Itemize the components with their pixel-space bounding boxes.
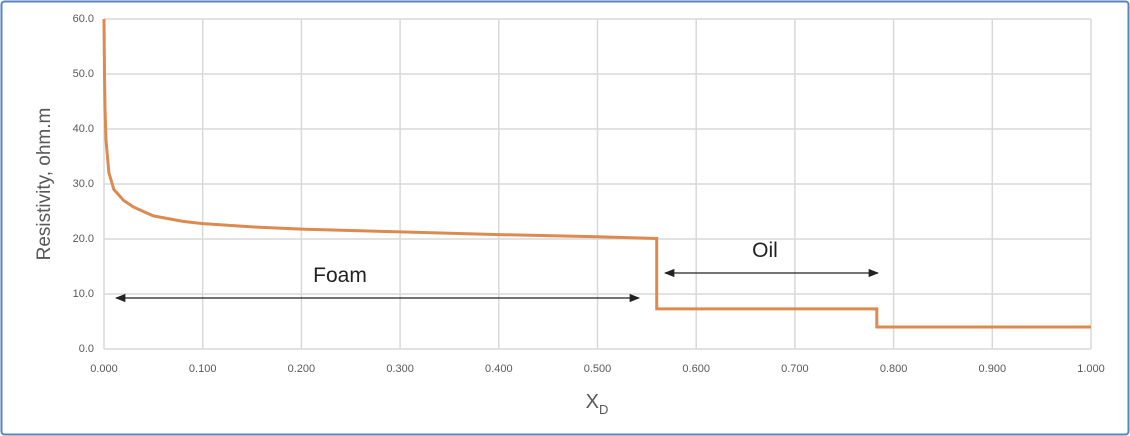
x-tick-label: 0.800 (880, 363, 908, 375)
y-tick-label: 20.0 (73, 233, 94, 245)
x-tick-label: 0.900 (979, 363, 1007, 375)
x-tick-label: 0.300 (386, 363, 414, 375)
x-tick-label: 0.200 (288, 363, 316, 375)
x-tick-label: 1.000 (1077, 363, 1105, 375)
x-tick-label: 0.700 (781, 363, 809, 375)
y-tick-label: 0.0 (79, 343, 94, 355)
x-tick-label: 0.000 (90, 363, 118, 375)
annotation: Oil (752, 239, 778, 262)
y-tick-label: 50.0 (73, 68, 94, 80)
x-axis-label-sub: D (599, 402, 608, 417)
x-tick-label: 0.100 (189, 363, 217, 375)
y-tick-label: 60.0 (73, 13, 94, 25)
line (102, 18, 1091, 329)
x-tick-label: 0.600 (682, 363, 710, 375)
y-tick-label: 30.0 (73, 178, 94, 190)
annotation: Foam (313, 264, 367, 287)
x-axis-label: XD (586, 391, 609, 417)
y-tick-label: 10.0 (73, 288, 94, 300)
x-tick-label: 0.500 (584, 363, 612, 375)
y-axis-label: Resistivity, ohm.m (34, 108, 55, 261)
x-tick-label: 0.400 (485, 363, 513, 375)
x-axis-label-main: X (586, 391, 599, 413)
y-tick-label: 40.0 (73, 123, 94, 135)
